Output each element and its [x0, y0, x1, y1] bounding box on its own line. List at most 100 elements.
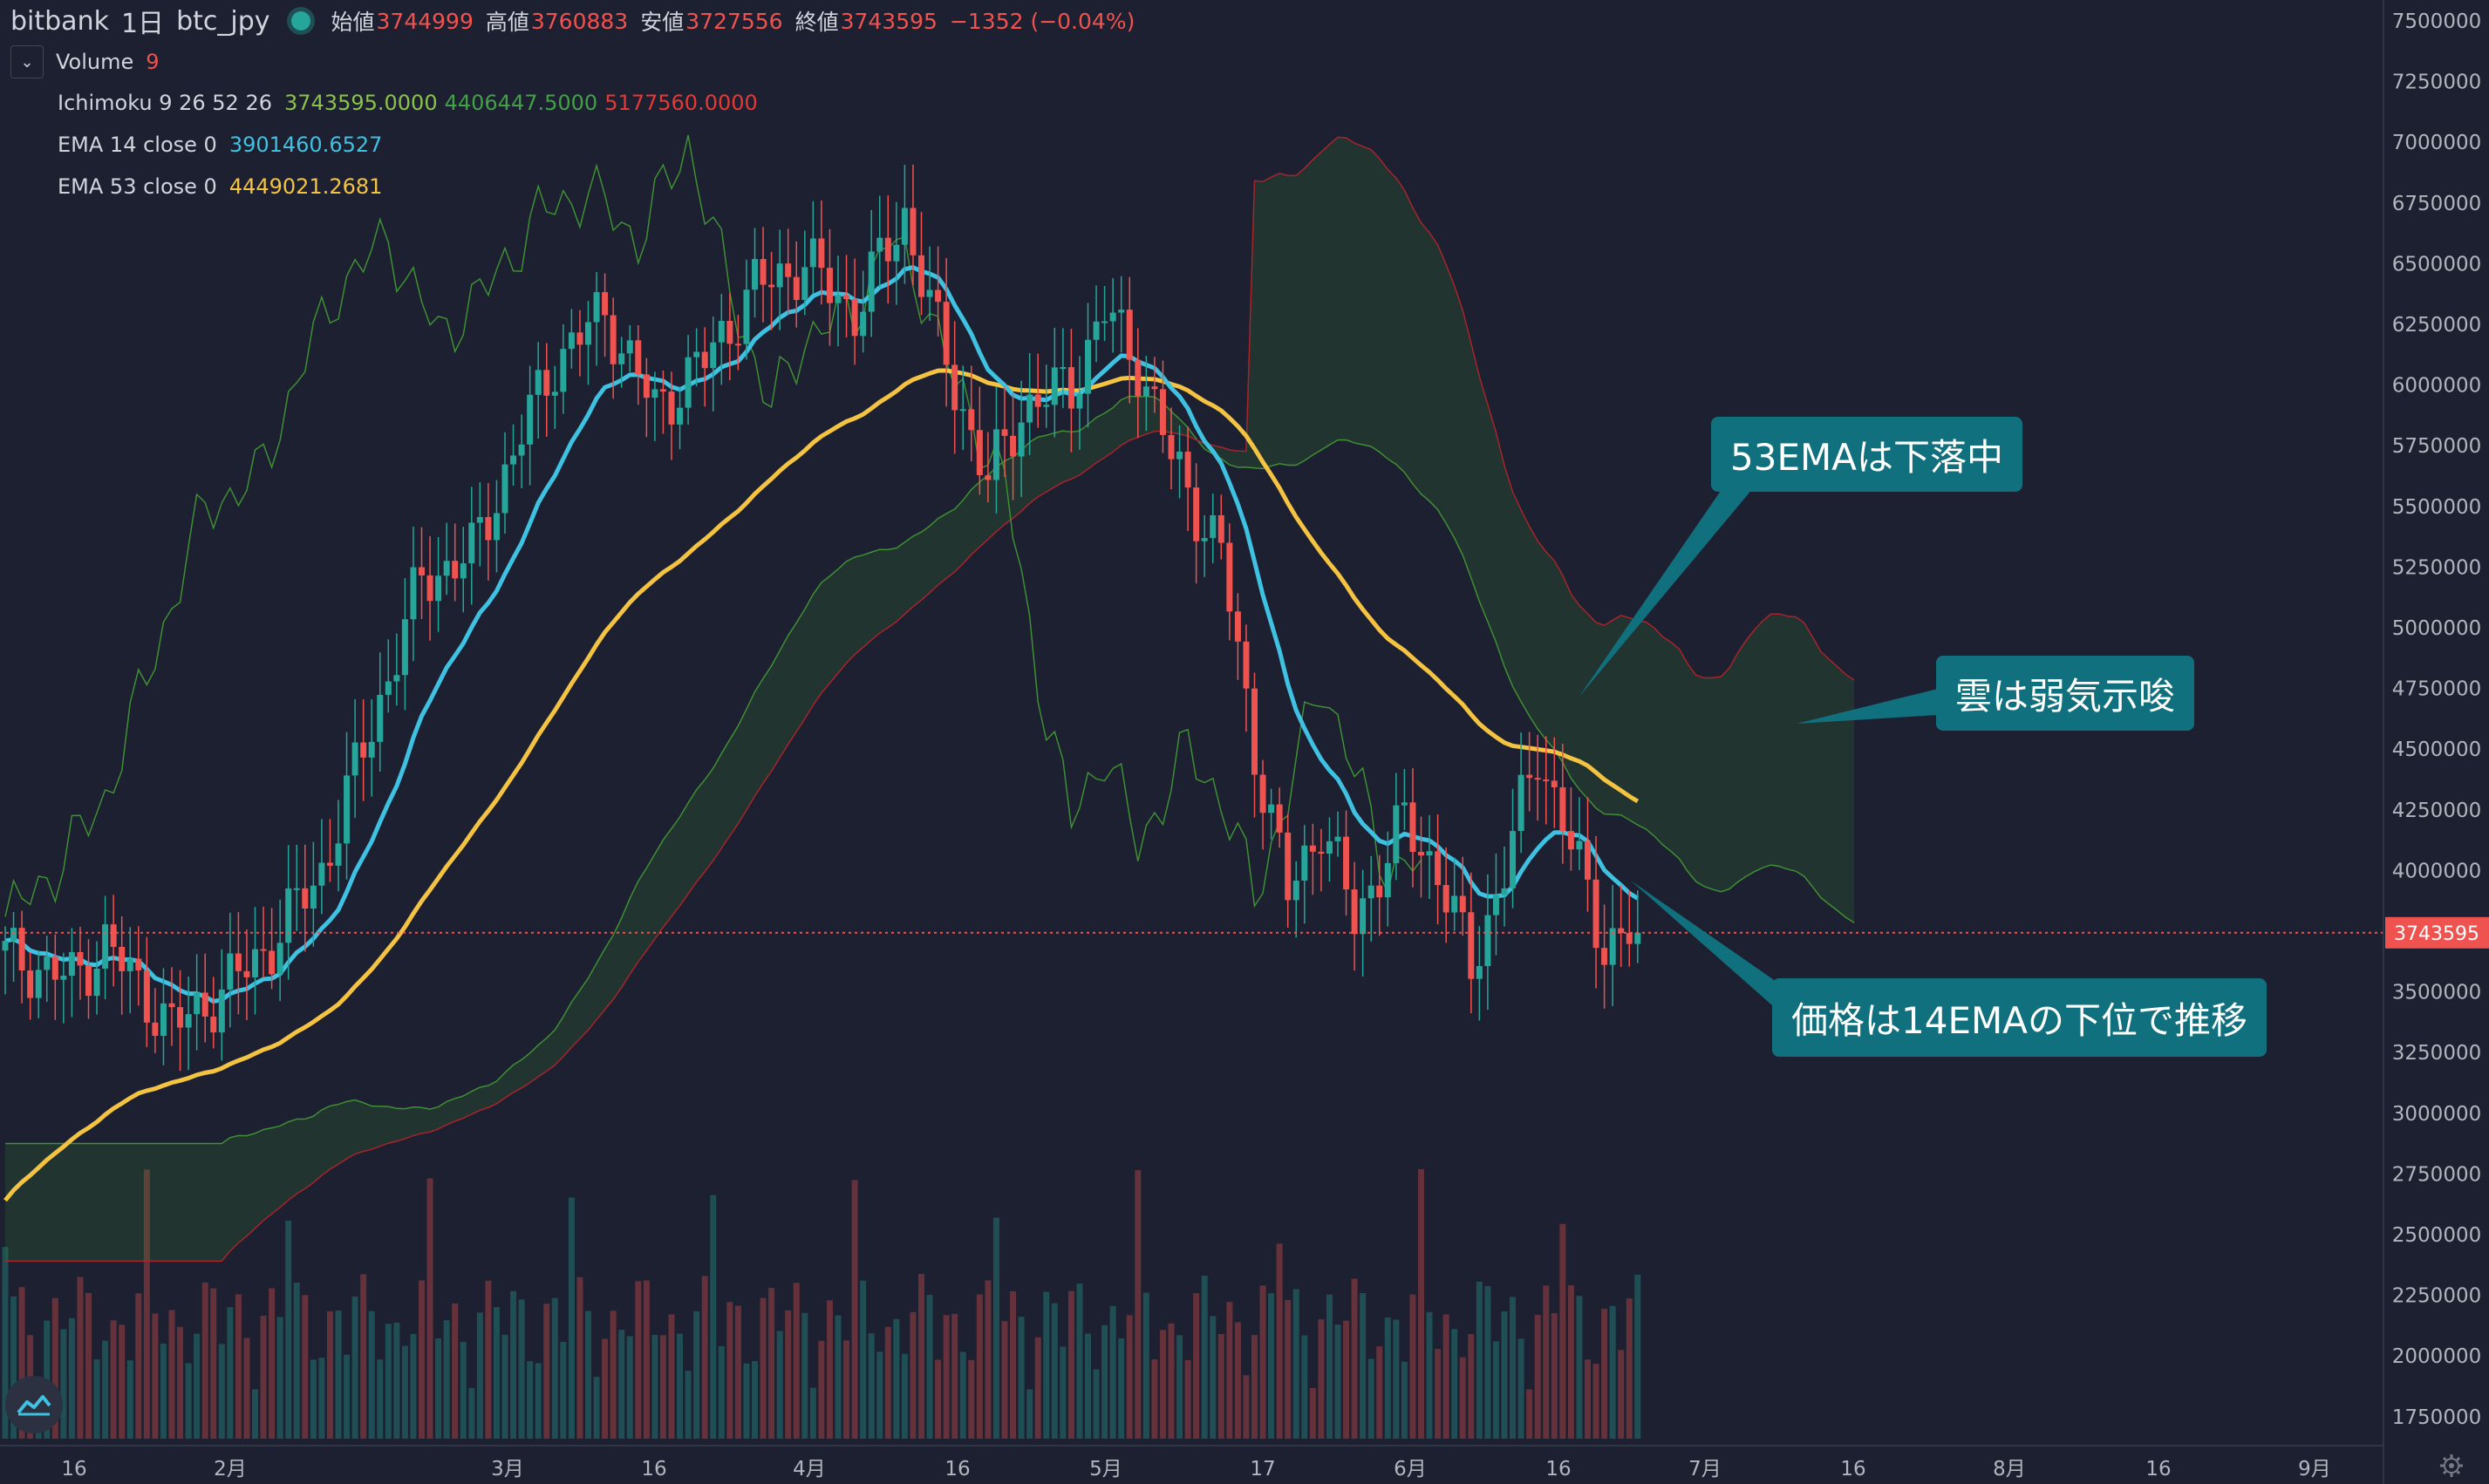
time-tick-label: 16 [61, 1458, 86, 1481]
volume-bar [968, 1359, 975, 1439]
ichimoku-value-3: 5177560.0000 [604, 91, 758, 115]
ichimoku-value-1: 3743595.0000 [284, 91, 438, 115]
volume-bar [85, 1292, 92, 1439]
candle-body [218, 989, 225, 1033]
open-label: 始値 [331, 10, 375, 35]
candle-body [626, 340, 633, 354]
volume-bar [1318, 1319, 1325, 1439]
candle-body [1559, 786, 1566, 832]
candle-body [1010, 435, 1017, 457]
volume-bar [385, 1324, 392, 1439]
logo-icon [17, 1395, 51, 1416]
candle-body [351, 742, 358, 776]
candle-body [527, 394, 534, 445]
interval-label[interactable]: 1日 [120, 9, 165, 39]
candle-body [776, 263, 783, 288]
volume-bar [1259, 1285, 1266, 1439]
callout-pointers [1579, 488, 1938, 1011]
candle-body [551, 391, 558, 396]
legend-ichimoku[interactable]: Ichimoku 9 26 52 26 3743595.0000 4406447… [58, 91, 758, 115]
volume-bar [1135, 1170, 1142, 1439]
tradingview-logo[interactable] [5, 1376, 63, 1433]
time-tick-label: 16 [1545, 1458, 1571, 1481]
collapse-legend-button[interactable]: ⌄ [10, 45, 44, 78]
gear-icon[interactable] [2438, 1453, 2465, 1479]
volume-bar [419, 1280, 425, 1439]
time-tick-label: 16 [944, 1458, 970, 1481]
candle-body [119, 947, 126, 971]
candle-body [677, 407, 684, 425]
volume-bar [377, 1359, 384, 1439]
candle-body [1093, 321, 1100, 340]
price-tick-label: 7250000 [2392, 71, 2481, 94]
span-b-line [5, 136, 1855, 1263]
ema53-label: EMA 53 close 0 [58, 174, 217, 199]
candle-body [1151, 386, 1158, 390]
volume-bar [626, 1336, 633, 1439]
price-tick-label: 5500000 [2392, 496, 2481, 519]
candle-body [510, 455, 517, 465]
candle-body [126, 958, 133, 971]
candle-body [1018, 422, 1025, 457]
volume-bar [1142, 1292, 1149, 1439]
candle-body [1393, 805, 1400, 863]
volume-bar [918, 1274, 924, 1439]
candle-body [1360, 898, 1367, 935]
volume-bar [126, 1360, 133, 1439]
candle-body [568, 332, 575, 350]
candle-body [227, 953, 234, 990]
volume-bar [1626, 1298, 1633, 1439]
volume-bar [10, 1296, 17, 1439]
volume-bar [527, 1361, 534, 1439]
candle-body [501, 464, 508, 514]
candle-body [493, 513, 500, 541]
volume-bar [843, 1340, 850, 1439]
candle-body [1476, 966, 1483, 979]
ema14-label: EMA 14 close 0 [58, 133, 217, 157]
candle-body [368, 741, 375, 758]
legend-ema53[interactable]: EMA 53 close 0 4449021.2681 [58, 174, 382, 199]
candle-body [1435, 851, 1442, 886]
exchange-name[interactable]: bitbank [10, 5, 109, 37]
open-value: 3744999 [376, 8, 474, 34]
volume-bar [1067, 1290, 1074, 1439]
candle-body [701, 351, 708, 369]
ema14-value: 3901460.6527 [228, 133, 383, 157]
candle-body [419, 567, 425, 575]
legend-volume[interactable]: ⌄ Volume 9 [10, 45, 160, 78]
volume-bar [1301, 1335, 1308, 1439]
candle-body [1492, 895, 1499, 916]
callout-price: 価格は14EMAの下位で推移 [1772, 978, 2267, 1057]
price-tick-label: 3000000 [2392, 1103, 2481, 1126]
ema53-value: 4449021.2681 [228, 174, 383, 199]
volume-bar [926, 1295, 933, 1439]
volume-bar [493, 1307, 500, 1439]
candle-body [1626, 933, 1633, 944]
candle-body [302, 888, 309, 909]
candle-body [252, 949, 258, 977]
close-label: 終値 [794, 10, 839, 35]
candle-body [110, 924, 117, 948]
volume-bar [1018, 1317, 1025, 1439]
candle-body [1326, 841, 1333, 854]
volume-bar [177, 1326, 184, 1439]
legend-ema14[interactable]: EMA 14 close 0 3901460.6527 [58, 133, 382, 157]
volume-bar [1592, 1364, 1599, 1439]
candle-body [468, 522, 475, 564]
volume-bar [785, 1310, 792, 1439]
candle-body [992, 429, 999, 480]
candle-body [401, 619, 408, 676]
candle-body [793, 276, 800, 301]
callout-ema53-pointer [1579, 488, 1753, 698]
volume-bar [1226, 1302, 1233, 1439]
candle-body [618, 353, 625, 364]
volume-bar [143, 1169, 150, 1439]
candle-body [1376, 885, 1383, 898]
candle-body [1159, 389, 1166, 435]
candle-body [410, 567, 417, 620]
chevron-down-icon: ⌄ [20, 52, 34, 71]
symbol-name[interactable]: btc_jpy [176, 5, 270, 37]
candle-body [1426, 851, 1433, 856]
